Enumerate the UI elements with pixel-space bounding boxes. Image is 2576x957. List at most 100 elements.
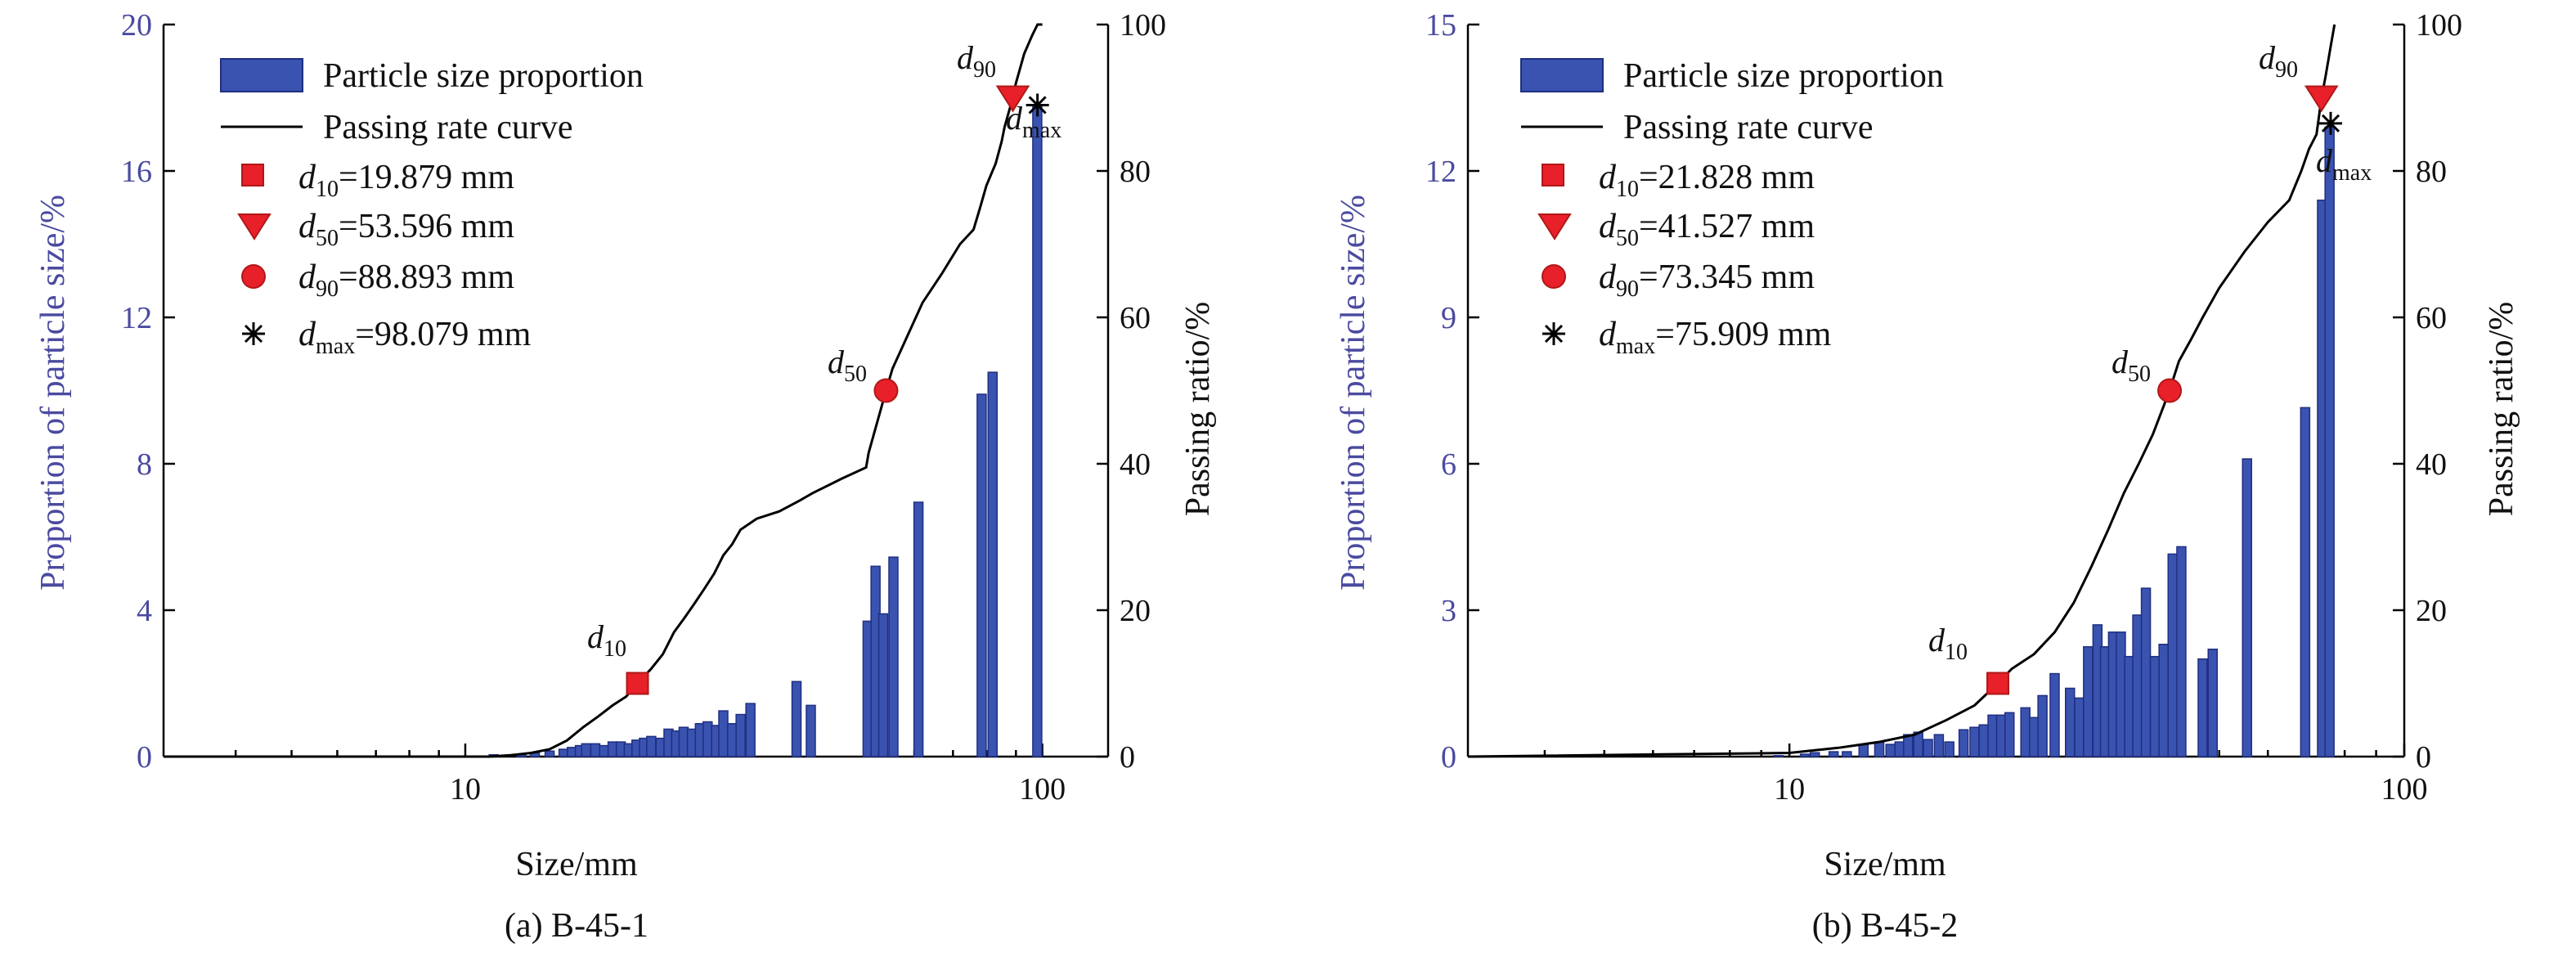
panel-b-xlabel: Size/mm: [1824, 846, 1946, 883]
panel-a-bar: [581, 743, 592, 757]
panel-b-bar: [2037, 694, 2048, 757]
panel-b-bar: [2300, 407, 2311, 757]
panel-b-legend: Particle size proportion Passing rate cu…: [1520, 57, 1944, 359]
panel-a-passing-curve: [164, 23, 1043, 758]
panel-b-ytick-label: 15: [1425, 8, 1456, 43]
panel-b-y2tick-label: 40: [2416, 447, 2447, 482]
panel-a-bar: [791, 681, 802, 757]
panel-b-y2tick-label: 20: [2416, 594, 2447, 628]
panel-b-bar: [2116, 631, 2126, 757]
panel-a-ytick-label: 12: [121, 301, 152, 335]
panel-b-bar: [1842, 751, 1852, 757]
panel-a-bar: [976, 393, 987, 757]
legend-d10-marker: [241, 164, 264, 186]
legend-bar-label: Particle size proportion: [323, 57, 644, 95]
panel-b-ytick-label: 12: [1425, 155, 1456, 189]
panel-a-bar: [590, 743, 601, 757]
panel-a-y2tick-label: 40: [1120, 447, 1151, 482]
panel-a-bar: [877, 613, 889, 757]
panel-b-bar: [1885, 744, 1896, 757]
panel-a-bar: [702, 721, 713, 757]
legend-d50-marker: [237, 213, 272, 240]
panel-a-marker-d90: [995, 85, 1030, 113]
panel-b-ytick-label: 0: [1441, 740, 1456, 775]
panel-b-bar: [1958, 729, 1969, 757]
panel-a-ytick-label: 16: [121, 155, 152, 189]
panel-a-marker-d50: [873, 378, 899, 403]
panel-a-ytick-label: 0: [137, 740, 152, 775]
panel-a-plot: 0 4 8 12 16 20 0 20 40 60 80 100 10 100: [121, 8, 1166, 806]
panel-b-marker-d90: [2304, 85, 2339, 113]
panel-a-y2tick-label: 0: [1120, 740, 1135, 775]
panel-a-bar: [888, 556, 899, 757]
panel-a-bar: [718, 710, 729, 757]
panel-b-bar: [2132, 614, 2143, 757]
legend-d50-marker: [1537, 213, 1572, 240]
panel-a-ytick-label: 8: [137, 447, 152, 482]
panel-b-ytick-label: 6: [1441, 447, 1456, 482]
panel-b-y2tick-label: 80: [2416, 155, 2447, 189]
panel-a-annot-d50: d50: [828, 344, 867, 387]
panel-b-passing-curve: [1467, 24, 2336, 758]
legend-bar-swatch: [220, 58, 303, 92]
panel-b-bar: [1944, 741, 1954, 757]
panel-b-annot-d10: d10: [1928, 622, 1968, 665]
panel-b-xtick-label: 100: [2381, 772, 2428, 806]
legend-bar-swatch: [1520, 58, 1604, 92]
panel-b-y2tick-label: 60: [2416, 301, 2447, 335]
panel-b-bar: [2167, 553, 2178, 757]
panel-b-bar: [2029, 717, 2040, 757]
panel-a-annot-d10: d10: [587, 618, 626, 662]
panel-b-bar: [2004, 712, 2015, 757]
panel-b-bar: [2020, 707, 2031, 757]
panel-a-bar: [806, 704, 816, 757]
panel-b-bar: [1995, 714, 2007, 757]
panel-b-bar: [1978, 724, 1989, 757]
legend-d50-label: d50=53.596 mm: [298, 208, 514, 251]
panel-a-bar: [599, 744, 609, 757]
panel-b-bar: [2140, 587, 2152, 757]
panel-b: Proportion of particle size/% Passing ra…: [1335, 8, 2520, 945]
panel-b-bar: [2176, 546, 2187, 757]
panel-b-marker-dmax: [2318, 111, 2342, 135]
legend-curve-label: Passing rate curve: [1623, 109, 1874, 146]
panel-b-bar: [2083, 646, 2094, 757]
panel-b-ytick-label: 9: [1441, 301, 1456, 335]
panel-b-y2tick-label: 0: [2416, 740, 2431, 775]
panel-a-y2tick-label: 20: [1120, 594, 1151, 628]
panel-a-xtick-label: 100: [1019, 772, 1066, 806]
panel-b-bar: [1969, 726, 1980, 757]
legend-dmax-label: dmax=75.909 mm: [1599, 316, 1832, 359]
panel-a-bar: [1032, 104, 1043, 757]
panel-b-bar: [1874, 741, 1885, 757]
panel-b-ylabel-left: Proportion of particle size/%: [1335, 195, 1372, 591]
panel-a-bar: [745, 703, 756, 757]
panel-a-y2tick-label: 80: [1120, 155, 1151, 189]
panel-b-bar: [1828, 751, 1839, 757]
panel-b-bar: [1894, 741, 1905, 757]
panel-a-bar: [987, 371, 999, 757]
panel-a-ytick-label: 4: [137, 594, 152, 628]
panel-b-bar: [2242, 458, 2252, 757]
legend-d90-marker: [241, 264, 266, 289]
panel-b-bar: [1923, 739, 1933, 757]
panel-a-bar: [544, 750, 555, 757]
panel-a-bar: [558, 748, 569, 757]
panel-b-bar: [2197, 658, 2208, 757]
legend-d10-label: d10=21.828 mm: [1599, 159, 1815, 202]
legend-d50-label: d50=41.527 mm: [1599, 208, 1815, 251]
panel-b-annot-dmax: dmax: [2316, 142, 2372, 186]
panel-b-bar: [1810, 752, 1820, 757]
panel-a-ylabel-left: Proportion of particle size/%: [34, 195, 72, 591]
panel-b-ytick-label: 3: [1441, 594, 1456, 628]
panel-b-y2tick-label: 100: [2416, 8, 2462, 43]
panel-b-bar: [1858, 744, 1869, 757]
panel-a-legend: Particle size proportion Passing rate cu…: [220, 57, 644, 359]
panel-a-bar: [913, 501, 924, 757]
panel-b-bar: [2065, 687, 2076, 757]
panel-b-bar: [1913, 731, 1923, 757]
legend-bar-label: Particle size proportion: [1623, 57, 1944, 95]
legend-curve-label: Passing rate curve: [323, 109, 573, 146]
panel-a-marker-dmax-stroke: [1028, 96, 1047, 115]
panel-b-bar: [2324, 126, 2335, 757]
